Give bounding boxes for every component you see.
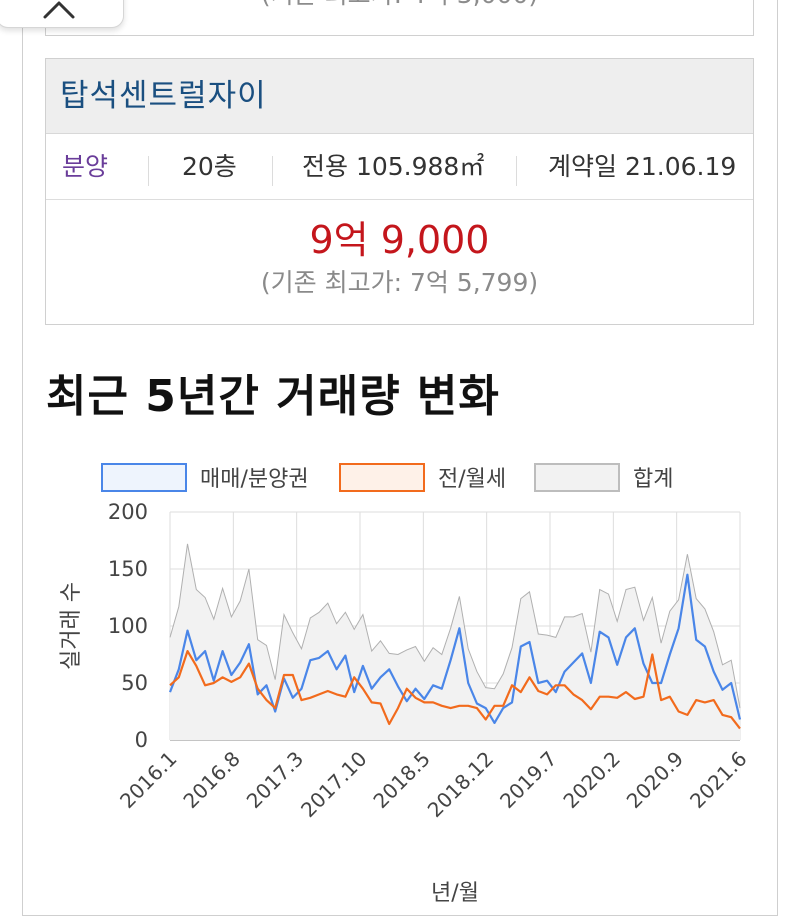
floor: 20층 [182, 152, 237, 181]
legend-swatch[interactable] [534, 463, 620, 492]
transaction-info-row: 분양 20층 전용 105.988㎡ 계약일 21.06.19 [46, 134, 753, 200]
y-tick-label: 200 [108, 500, 148, 524]
area: 전용 105.988㎡ [302, 152, 485, 181]
x-tick-label: 2018.12 [423, 747, 498, 822]
x-tick-label: 2016.1 [115, 747, 181, 813]
legend-label[interactable]: 합계 [633, 467, 673, 492]
transaction-type: 분양 [62, 152, 109, 181]
x-tick-label: 2017.10 [296, 747, 371, 822]
transaction-card: 탑석센트럴자이 분양 20층 전용 105.988㎡ 계약일 21.06.19 … [45, 58, 754, 325]
series-line-rent [169, 650, 741, 730]
x-tick-label: 2019.7 [495, 747, 561, 813]
previous-transaction-card: (기존 최고가: 4억 3,000) [45, 0, 754, 36]
series-line-sale [168, 573, 742, 724]
x-tick-label: 2021.6 [685, 747, 751, 813]
volume-line-chart: 0501001502002016.12016.82017.32017.10201… [59, 463, 752, 906]
y-tick-label: 100 [108, 614, 148, 638]
transaction-price: 9억 9,000 [309, 218, 490, 262]
x-tick-label: 2016.8 [178, 747, 244, 813]
previous-high-price: (기존 최고가: 4억 3,000) [46, 0, 753, 10]
x-axis-label: 년/월 [431, 881, 479, 906]
previous-high-price: (기존 최고가: 7억 5,799) [260, 268, 539, 297]
chevron-up-icon [43, 1, 75, 19]
legend-swatch[interactable] [101, 463, 187, 492]
legend-label[interactable]: 전/월세 [438, 467, 506, 492]
section-title: 최근 5년간 거래량 변화 [46, 371, 500, 422]
y-axis-label: 실거래 수 [59, 582, 84, 670]
y-tick-label: 0 [135, 728, 148, 752]
contract-date: 계약일 21.06.19 [548, 152, 737, 181]
x-tick-label: 2020.9 [622, 747, 688, 813]
collapse-button[interactable] [0, 0, 124, 28]
series-line-total [169, 543, 741, 709]
legend-label[interactable]: 매매/분양권 [200, 467, 309, 492]
complex-name[interactable]: 탑석센트럴자이 [46, 59, 753, 134]
y-tick-label: 150 [108, 557, 148, 581]
legend-swatch[interactable] [339, 463, 425, 492]
x-tick-label: 2020.2 [558, 747, 624, 813]
y-tick-label: 50 [121, 671, 148, 695]
